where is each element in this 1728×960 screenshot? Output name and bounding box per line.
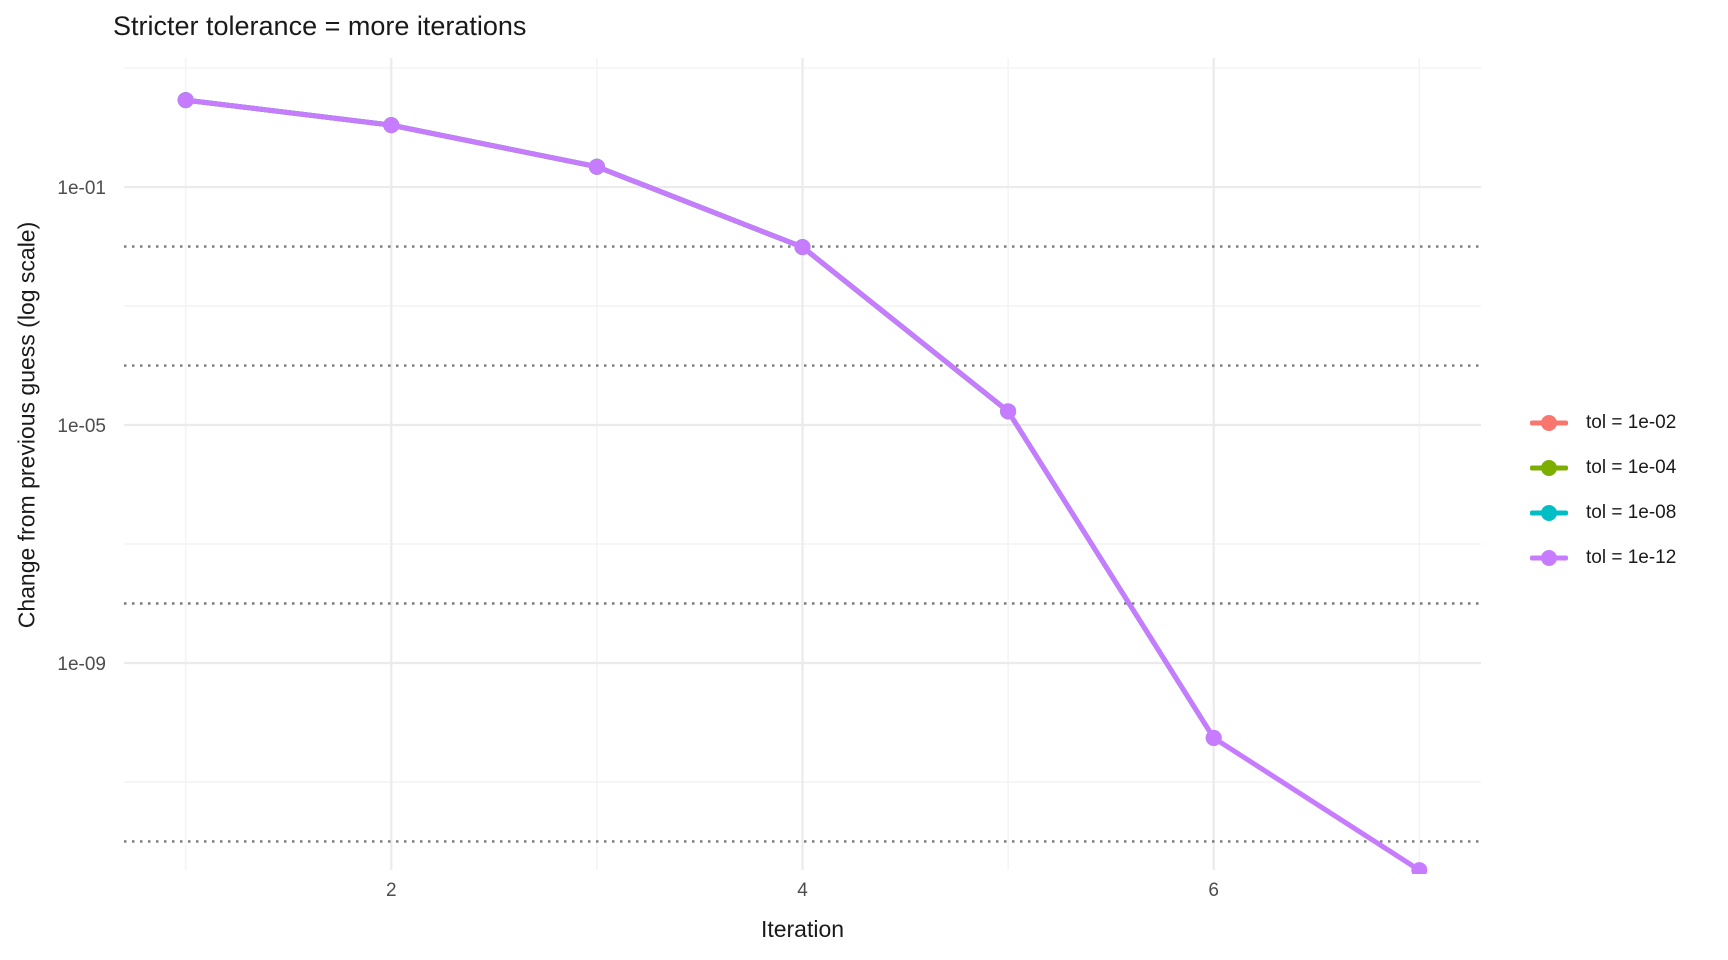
x-tick-label: 6 [1208,880,1219,901]
legend-key [1530,459,1568,477]
legend-key [1530,414,1568,432]
x-tick-label: 2 [386,880,397,901]
y-tick-label: 1e-01 [57,178,106,199]
legend-key-point-icon [1541,459,1557,476]
series-point [1411,862,1428,874]
series-point [383,117,400,134]
series-point [177,92,194,109]
legend-key-point-icon [1541,549,1557,566]
legend-item: tol = 1e-02 [1530,400,1676,445]
legend-key [1530,549,1568,567]
y-tick-label: 1e-09 [57,654,106,675]
x-tick-label: 4 [797,880,808,901]
legend-item: tol = 1e-04 [1530,445,1676,490]
legend-key-point-icon [1541,504,1557,521]
legend-item: tol = 1e-12 [1530,535,1676,580]
legend-label: tol = 1e-02 [1586,411,1677,433]
legend-label: tol = 1e-04 [1586,456,1677,478]
chart-title: Stricter tolerance = more iterations [113,11,527,41]
series-point [588,158,605,175]
series-line-tol-1e-02 [185,97,804,250]
legend-label: tol = 1e-12 [1586,546,1677,568]
series-group [177,92,1428,874]
y-tick-label: 1e-05 [57,416,106,437]
series-point [1205,729,1222,746]
legend-key-point-icon [1541,414,1557,431]
legend-label: tol = 1e-08 [1586,501,1677,523]
x-axis-title: Iteration [760,916,845,942]
series-point [794,239,811,256]
series-line-tol-1e-08 [185,97,1216,740]
legend-key [1530,504,1568,522]
legend-item: tol = 1e-08 [1530,490,1676,535]
series-point [1000,403,1017,420]
legend: tol = 1e-02 tol = 1e-04 tol = 1e-08 tol … [1530,400,1676,580]
